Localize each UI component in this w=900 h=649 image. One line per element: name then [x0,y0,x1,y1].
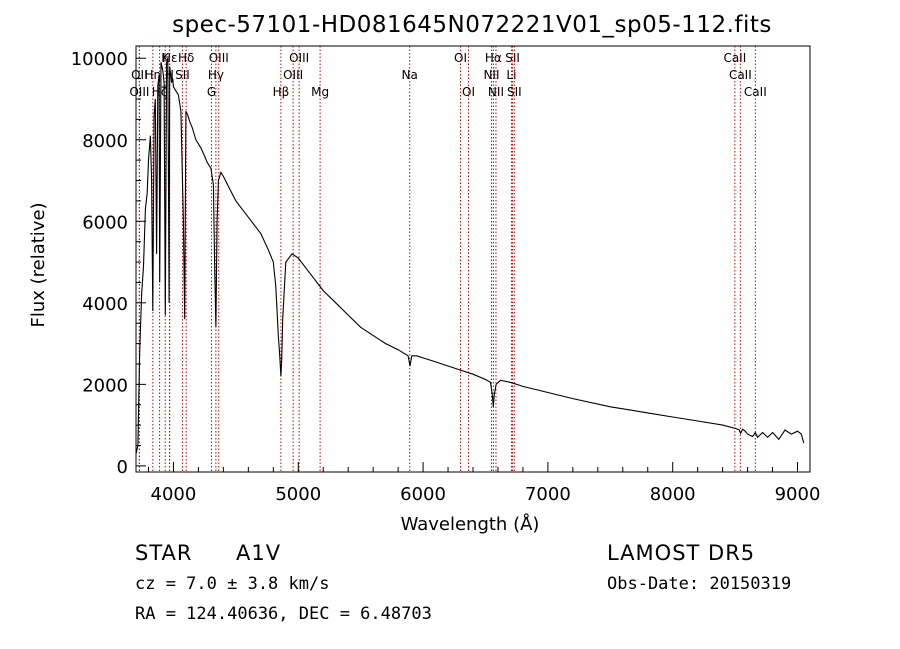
line-marker-label-12: SII [175,68,190,82]
line-marker-label-16: NII [483,68,499,82]
y-tick-label-0: 0 [117,457,128,478]
line-marker-label-3: OIII [209,51,229,65]
observation-date: Obs-Date: 20150319 [607,574,792,594]
line-marker-label-27: CaII [744,85,767,99]
line-marker-label-22: Hβ [273,85,290,99]
line-marker-label-17: Li [506,68,516,82]
y-tick-label-4: 8000 [82,131,128,152]
line-marker-label-15: Na [402,68,418,82]
y-axis-label: Flux (relative) [28,202,49,327]
y-axis: 0 2000 4000 6000 8000 10000 [71,49,146,478]
x-tick-label-3: 7000 [525,484,571,505]
line-marker-label-4: OIII [289,51,309,65]
redshift-value: cz = 7.0 ± 3.8 km/s [135,574,330,594]
x-axis-label: Wavelength (Å) [401,513,540,535]
chart-title: spec-57101-HD081645N072221V01_sp05-112.f… [172,12,772,38]
spectral-subclass: A1V [236,541,282,565]
x-tick-label-4: 8000 [650,484,696,505]
line-marker-label-26: SII [507,85,522,99]
line-marker-label-24: OI [462,85,475,99]
x-tick-label-0: 4000 [151,484,197,505]
line-marker-label-5: OI [454,51,467,65]
line-marker-label-21: G [207,85,216,99]
line-marker-label-23: Mg [311,85,329,99]
line-marker-label-19: OIII [129,85,149,99]
coordinates: RA = 124.40636, DEC = 6.48703 [135,604,432,624]
plot-frame [135,45,811,473]
line-marker-label-7: SII [505,51,520,65]
object-type: STAR [135,541,193,565]
y-tick-label-1: 2000 [82,375,128,396]
x-tick-label-1: 5000 [275,484,321,505]
x-axis: 4000 5000 6000 7000 8000 9000 [147,462,821,505]
line-marker-label-6: Hα [485,51,502,65]
line-marker-label-14: OIII [283,68,303,82]
line-marker-label-10: Hη [145,68,162,82]
line-marker-label-1: K [161,51,170,65]
line-marker-label-8: CaII [723,51,746,65]
y-tick-label-5: 10000 [71,49,128,70]
x-tick-label-5: 9000 [775,484,821,505]
survey-name: LAMOST DR5 [607,541,756,565]
line-marker-label-25: NII [488,85,504,99]
line-marker-label-2: Hδ [178,51,194,65]
y-tick-label-3: 6000 [82,212,128,233]
spectrum-line [135,58,805,454]
x-tick-label-2: 6000 [400,484,446,505]
line-marker-label-18: CaII [729,68,752,82]
line-marker-label-13: Hγ [208,68,224,82]
y-tick-label-2: 4000 [82,294,128,315]
